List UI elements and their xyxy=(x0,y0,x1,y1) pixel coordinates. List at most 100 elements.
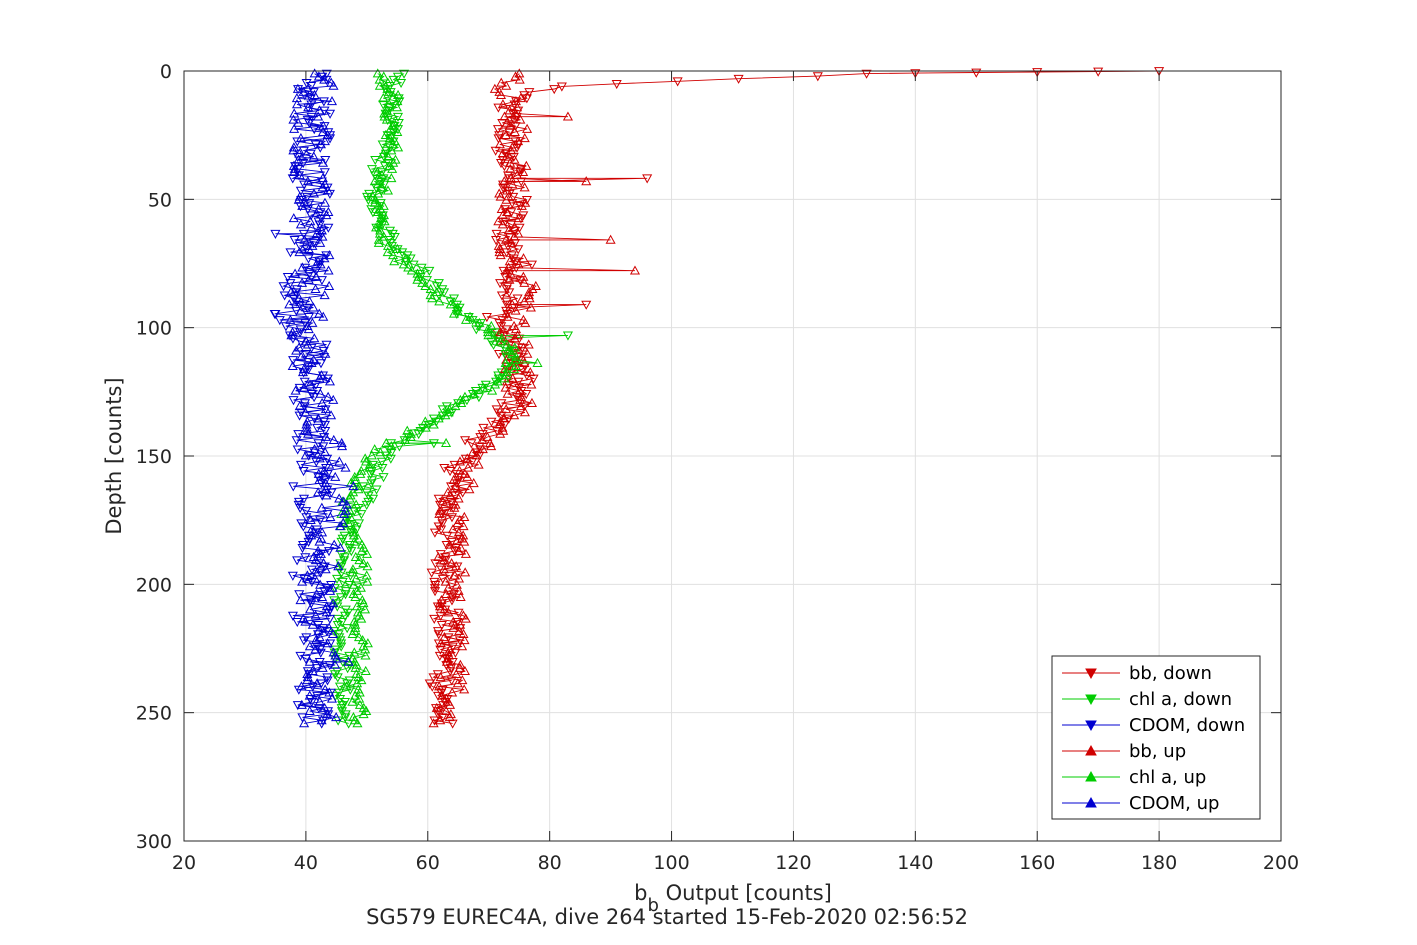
data-point xyxy=(301,513,312,523)
data-point xyxy=(515,394,526,404)
data-point xyxy=(334,521,346,531)
data-point xyxy=(278,282,289,292)
data-point xyxy=(325,511,336,521)
data-point xyxy=(304,296,315,306)
data-point xyxy=(459,635,470,645)
data-point xyxy=(861,69,872,79)
data-point xyxy=(454,465,465,475)
data-point xyxy=(389,117,400,127)
data-point xyxy=(504,105,515,115)
data-point xyxy=(444,539,455,549)
data-point xyxy=(352,607,364,617)
legend-item: CDOM, up xyxy=(1062,793,1219,814)
data-point xyxy=(356,465,367,475)
data-point xyxy=(518,211,529,221)
data-point xyxy=(549,85,560,95)
data-point xyxy=(443,607,454,617)
data-point xyxy=(502,388,513,398)
data-point xyxy=(315,237,326,247)
data-point xyxy=(344,676,355,686)
data-point xyxy=(429,614,440,624)
data-point xyxy=(509,342,520,352)
data-point xyxy=(445,497,457,507)
data-point xyxy=(448,616,459,626)
data-point xyxy=(316,370,327,380)
data-point xyxy=(338,496,349,506)
data-point xyxy=(293,430,304,440)
data-point xyxy=(459,684,470,694)
data-point xyxy=(317,662,328,672)
data-point xyxy=(435,715,446,725)
data-point xyxy=(318,311,329,321)
data-point xyxy=(348,712,359,722)
data-point xyxy=(359,604,371,614)
data-point xyxy=(292,83,303,93)
data-point xyxy=(313,71,324,81)
data-point xyxy=(460,567,471,577)
data-point xyxy=(304,690,315,700)
data-point xyxy=(467,447,478,457)
data-point xyxy=(581,176,592,186)
data-point xyxy=(322,638,333,648)
data-point xyxy=(296,681,307,691)
data-point xyxy=(302,176,313,186)
data-point xyxy=(308,551,319,561)
data-point xyxy=(446,596,458,606)
data-point xyxy=(506,208,517,218)
data-point xyxy=(336,568,347,578)
data-point xyxy=(413,430,424,440)
data-point xyxy=(429,528,440,538)
data-point xyxy=(378,148,389,158)
data-point xyxy=(416,263,427,273)
data-point xyxy=(374,219,385,229)
data-point xyxy=(492,125,504,135)
data-point xyxy=(496,203,507,213)
data-point xyxy=(294,293,305,303)
data-point xyxy=(325,639,336,649)
data-point xyxy=(330,471,341,481)
data-point xyxy=(384,99,395,109)
data-point xyxy=(496,291,507,301)
data-point xyxy=(297,544,308,554)
data-point xyxy=(382,83,393,93)
data-point xyxy=(514,68,525,78)
data-point xyxy=(392,112,404,122)
data-point xyxy=(442,531,453,541)
data-point xyxy=(371,222,382,232)
data-point xyxy=(464,484,475,494)
data-point xyxy=(354,554,365,565)
data-point xyxy=(358,702,369,712)
data-point xyxy=(336,707,348,717)
data-point xyxy=(366,450,377,460)
data-point xyxy=(300,654,311,664)
data-point xyxy=(520,197,531,207)
x-tick-label: 200 xyxy=(1263,852,1299,874)
data-point xyxy=(295,328,306,338)
data-point xyxy=(356,510,367,520)
data-point xyxy=(515,92,526,103)
data-point xyxy=(509,154,520,164)
data-point xyxy=(474,317,485,327)
data-point xyxy=(492,376,503,386)
data-point xyxy=(289,163,300,173)
data-point xyxy=(518,271,529,281)
data-point xyxy=(532,357,543,367)
data-point xyxy=(296,277,308,287)
data-point xyxy=(448,294,460,304)
tick-labels: 20 40 60 80 100 120 140 160 180 200 0 50 100 150 200 25… xyxy=(136,61,1299,874)
data-point xyxy=(494,131,505,141)
data-point xyxy=(351,601,363,611)
data-point xyxy=(521,160,532,170)
data-point xyxy=(519,296,530,306)
data-point xyxy=(429,577,440,587)
data-point xyxy=(300,450,311,460)
data-point xyxy=(449,570,460,580)
data-point xyxy=(403,262,414,272)
data-point xyxy=(290,385,301,395)
data-point xyxy=(314,657,325,668)
data-point xyxy=(360,453,371,463)
data-point xyxy=(291,92,302,103)
legend-label: CDOM, up xyxy=(1129,793,1219,814)
data-point xyxy=(372,206,384,217)
data-point xyxy=(302,416,313,426)
